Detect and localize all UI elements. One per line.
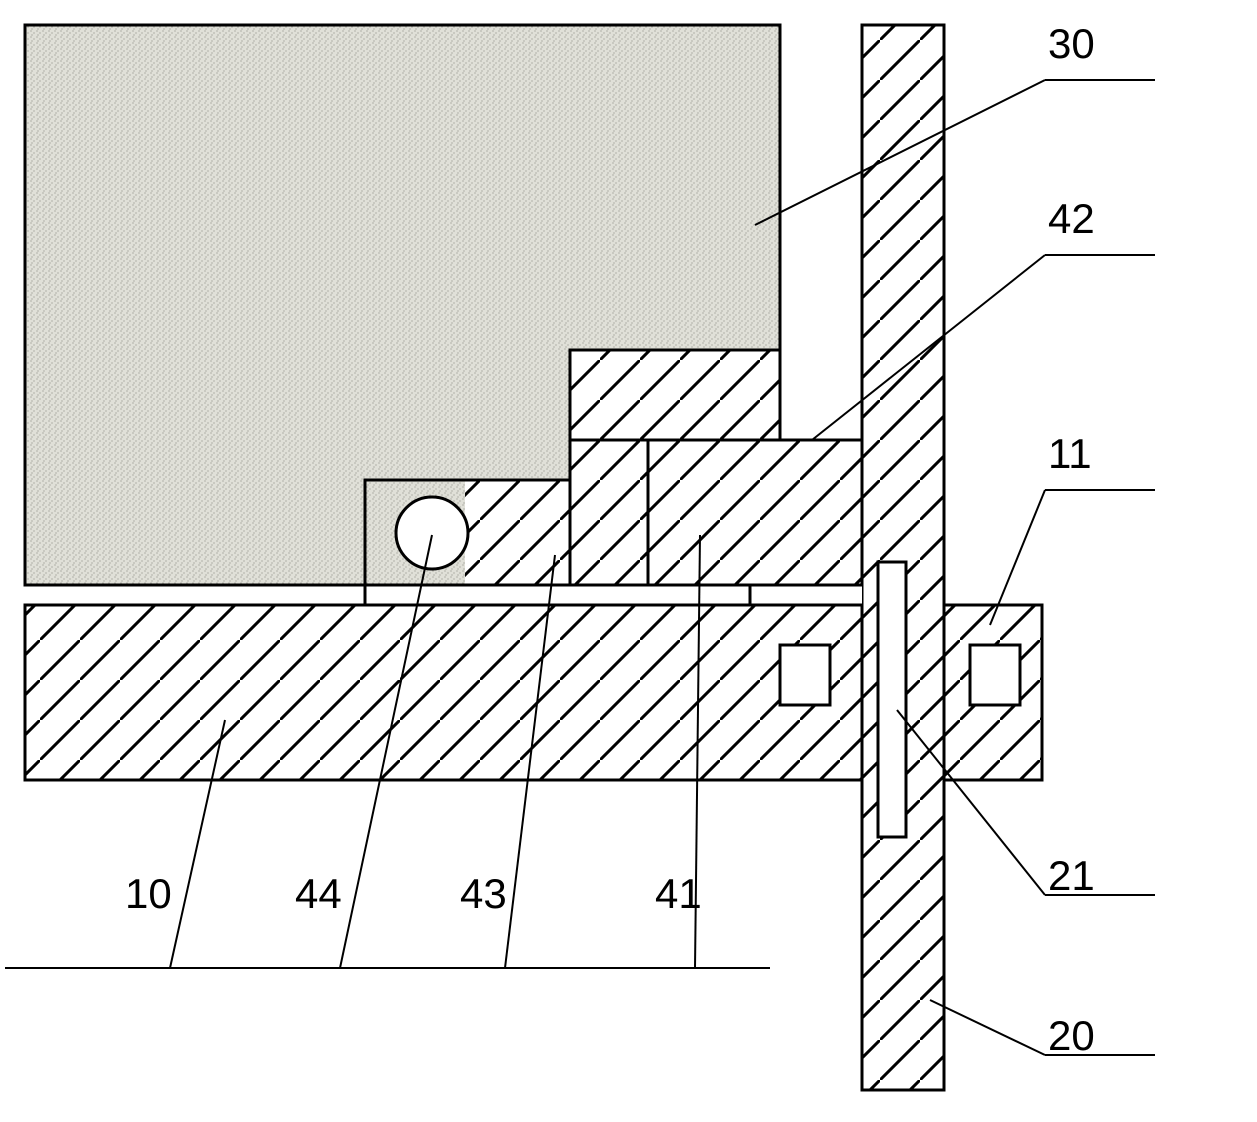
label-30: 30 (1048, 20, 1095, 68)
label-20: 20 (1048, 1012, 1095, 1060)
part-21-region (878, 562, 906, 837)
label-42: 42 (1048, 195, 1095, 243)
technical-cross-section (0, 0, 1257, 1122)
label-21: 21 (1048, 852, 1095, 900)
label-10: 10 (125, 870, 172, 918)
label-11: 11 (1048, 430, 1092, 478)
part-44-circle (396, 497, 468, 569)
part-42-region (565, 350, 862, 605)
label-43: 43 (460, 870, 507, 918)
part-10-region (25, 605, 862, 780)
label-44: 44 (295, 870, 342, 918)
label-41: 41 (655, 870, 702, 918)
part-20-region (862, 25, 944, 1090)
